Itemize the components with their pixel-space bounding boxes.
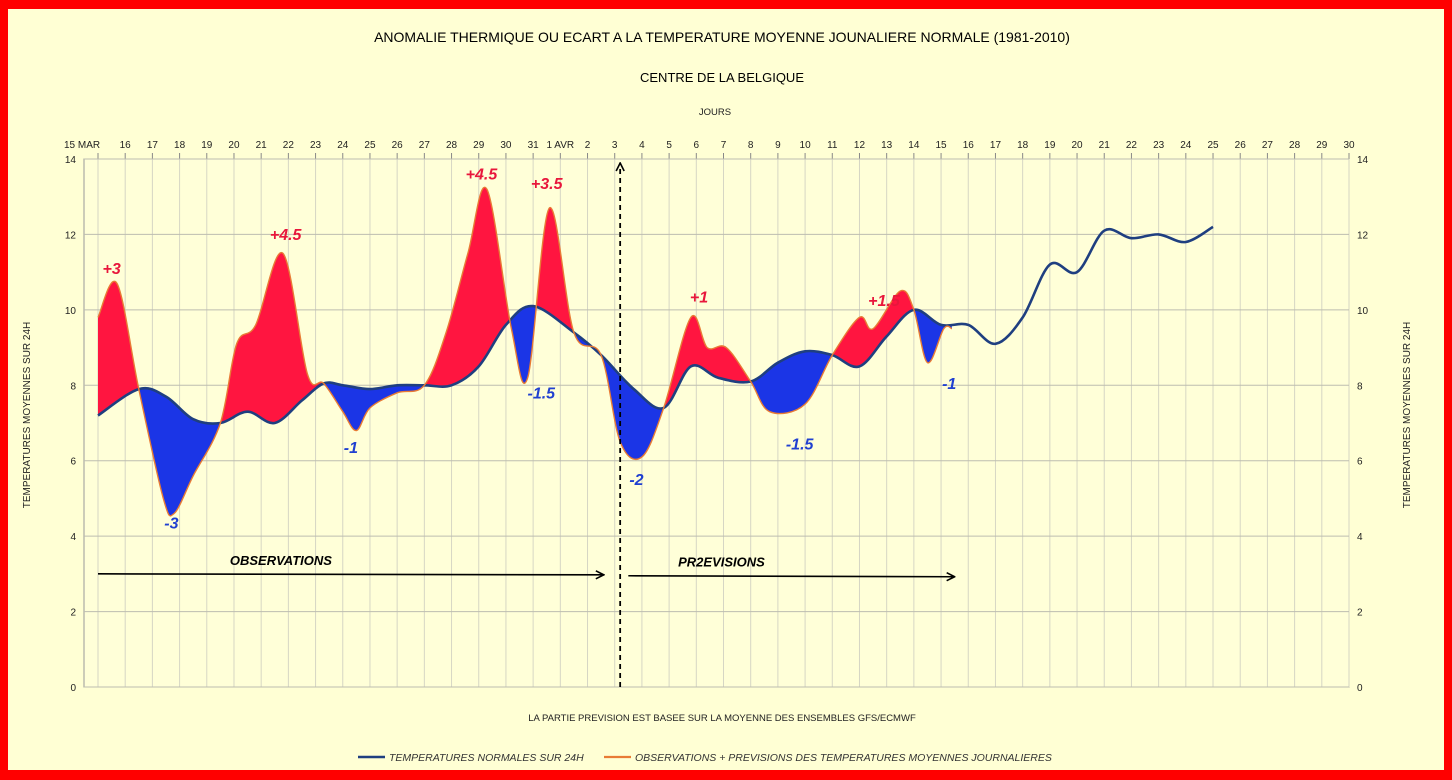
phase-label: PR2EVISIONS xyxy=(678,555,765,570)
x-tick-label: 29 xyxy=(473,140,485,151)
x-tick-label: 19 xyxy=(201,140,213,151)
x-tick-label: 25 xyxy=(364,140,376,151)
x-tick-label: 8 xyxy=(748,140,754,151)
y-tick-label: 6 xyxy=(70,457,76,468)
x-tick-label: 27 xyxy=(1262,140,1274,151)
x-tick-label: 31 xyxy=(528,140,540,151)
anomaly-label: -2 xyxy=(629,472,643,489)
x-tick-label: 12 xyxy=(854,140,866,151)
y-tick-label: 0 xyxy=(70,683,76,694)
x-tick-label: 21 xyxy=(1099,140,1111,151)
x-tick-label: 17 xyxy=(990,140,1002,151)
x-tick-label: 22 xyxy=(283,140,295,151)
anomaly-annotations: +3 -3 +4.5 -1 +4.5 +3.5 -1.5 -2 +1 -1.5 +1.5 -1 xyxy=(102,167,956,533)
x-tick-label: 23 xyxy=(310,140,322,151)
y-tick-label: 10 xyxy=(1357,306,1369,317)
y-tick-label: 2 xyxy=(1357,608,1363,619)
x-tick-label: 28 xyxy=(446,140,458,151)
x-tick-label: 30 xyxy=(1343,140,1355,151)
y-axis-label-left: TEMPERATURES MOYENNES SUR 24H xyxy=(22,322,33,509)
y-tick-label: 6 xyxy=(1357,457,1363,468)
x-tick-label: 13 xyxy=(881,140,893,151)
y-tick-label: 4 xyxy=(70,532,76,543)
x-tick-label: 26 xyxy=(1235,140,1247,151)
anomaly-label: +1 xyxy=(690,289,708,306)
x-tick-label: 20 xyxy=(1071,140,1083,151)
x-tick-label: 4 xyxy=(639,140,645,151)
x-tick-label: 26 xyxy=(392,140,404,151)
plot-area xyxy=(83,158,1350,688)
y-tick-label: 2 xyxy=(70,608,76,619)
x-tick-label: 14 xyxy=(908,140,920,151)
y-axis-label-right: TEMPERATURES MOYENNES SUR 24H xyxy=(1402,322,1413,509)
y-tick-label: 8 xyxy=(1357,381,1363,392)
x-tick-label: 2 xyxy=(585,140,591,151)
legend-label-observed: OBSERVATIONS + PREVISIONS DES TEMPERATUR… xyxy=(635,752,1052,764)
anomaly-label: -1.5 xyxy=(528,385,557,402)
chart-title: ANOMALIE THERMIQUE OU ECART A LA TEMPERA… xyxy=(374,29,1070,45)
x-tick-label: 24 xyxy=(1180,140,1192,151)
x-tick-label: 29 xyxy=(1316,140,1328,151)
x-tick-label: 19 xyxy=(1044,140,1056,151)
y-tick-labels-left: 0 2 4 6 8 10 12 14 xyxy=(65,155,77,694)
x-tick-label: 1 AVR xyxy=(547,140,575,151)
phase-label: OBSERVATIONS xyxy=(230,553,332,568)
x-tick-label: 27 xyxy=(419,140,431,151)
x-tick-label: 22 xyxy=(1126,140,1138,151)
phase-arrow xyxy=(628,576,954,577)
forecast-footnote: LA PARTIE PREVISION EST BASEE SUR LA MOY… xyxy=(528,713,916,724)
x-tick-label: 15 MAR xyxy=(64,140,100,151)
x-tick-label: 18 xyxy=(1017,140,1029,151)
anomaly-label: +4.5 xyxy=(466,167,499,184)
phase-arrows: OBSERVATIONS PR2EVISIONS xyxy=(97,553,955,577)
x-tick-label: 5 xyxy=(666,140,672,151)
x-tick-label: 16 xyxy=(120,140,132,151)
observed-forecast-temperature-line xyxy=(97,186,953,517)
y-tick-label: 4 xyxy=(1357,532,1363,543)
y-tick-labels-right: 0 2 4 6 8 10 12 14 xyxy=(1357,155,1369,694)
x-tick-label: 15 xyxy=(936,140,948,151)
x-tick-label: 3 xyxy=(612,140,618,151)
x-tick-label: 9 xyxy=(775,140,781,151)
y-tick-label: 8 xyxy=(70,381,76,392)
y-tick-label: 12 xyxy=(65,230,77,241)
x-tick-label: 28 xyxy=(1289,140,1301,151)
anomaly-label: -1 xyxy=(942,376,956,393)
below-normal-anomaly-fill xyxy=(98,305,952,516)
y-tick-label: 12 xyxy=(1357,230,1369,241)
y-tick-label: 14 xyxy=(65,155,77,166)
y-tick-label: 0 xyxy=(1357,683,1363,694)
anomaly-label: -1.5 xyxy=(786,436,815,453)
legend-label-normal: TEMPERATURES NORMALES SUR 24H xyxy=(389,752,584,764)
anomaly-label: +3.5 xyxy=(531,176,564,193)
x-tick-label: 21 xyxy=(256,140,268,151)
x-tick-label: 20 xyxy=(228,140,240,151)
x-tick-label: 18 xyxy=(174,140,186,151)
y-tick-label: 14 xyxy=(1357,155,1369,166)
x-tick-label: 17 xyxy=(147,140,159,151)
x-tick-label: 25 xyxy=(1207,140,1219,151)
x-tick-label: 6 xyxy=(694,140,700,151)
x-axis-label: JOURS xyxy=(699,107,731,118)
x-tick-label: 16 xyxy=(963,140,975,151)
x-tick-label: 30 xyxy=(500,140,512,151)
x-tick-label: 11 xyxy=(827,140,838,151)
anomaly-label: +3 xyxy=(102,261,120,278)
x-tick-label: 23 xyxy=(1153,140,1165,151)
anomaly-label: -3 xyxy=(164,516,178,533)
chart-subtitle: CENTRE DE LA BELGIQUE xyxy=(640,70,804,85)
x-tick-labels: 15 MAR 16 17 18 19 20 21 22 23 24 25 26 27 28 29 30 31 1 … xyxy=(64,140,1355,151)
horizontal-gridlines xyxy=(84,158,1349,688)
y-tick-label: 10 xyxy=(65,306,77,317)
anomaly-label: +4.5 xyxy=(270,227,303,244)
x-tick-label: 10 xyxy=(800,140,812,151)
legend: TEMPERATURES NORMALES SUR 24H OBSERVATIO… xyxy=(358,752,1052,764)
phase-arrow xyxy=(97,574,604,575)
anomaly-label: -1 xyxy=(344,440,358,457)
x-tick-label: 7 xyxy=(721,140,727,151)
vertical-gridlines xyxy=(97,153,1350,687)
x-tick-label: 24 xyxy=(337,140,349,151)
anomaly-label: +1.5 xyxy=(868,293,901,310)
